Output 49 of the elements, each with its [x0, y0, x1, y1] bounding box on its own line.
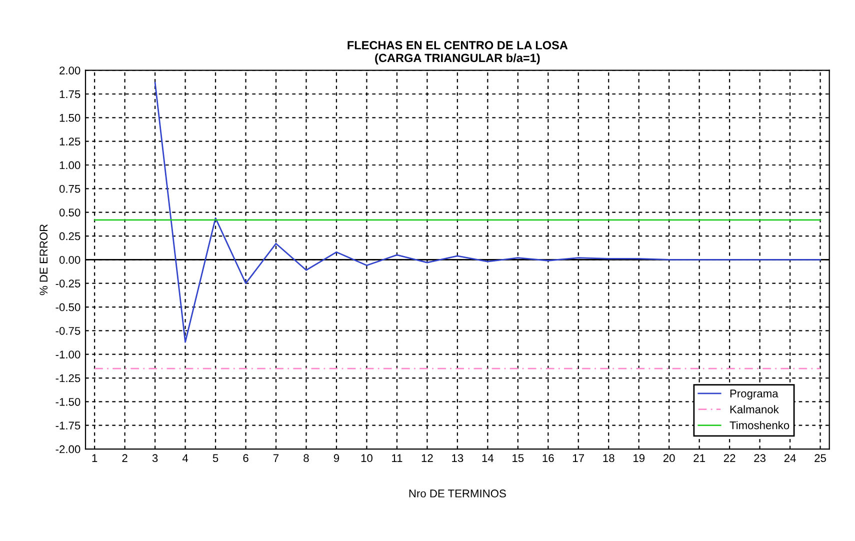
- y-tick-label: 1.50: [60, 114, 80, 122]
- x-tick-label: 22: [724, 454, 736, 462]
- x-tick-label: 10: [361, 454, 372, 462]
- x-tick-label: 13: [452, 454, 464, 462]
- x-tick-label: 24: [784, 454, 796, 462]
- x-tick-label: 8: [304, 454, 309, 462]
- x-tick-label: 16: [542, 454, 554, 462]
- y-tick-label: -1.00: [56, 350, 80, 358]
- x-tick-label: 17: [573, 454, 584, 462]
- y-tick-label: -1.50: [56, 398, 80, 406]
- chart-title: FLECHAS EN EL CENTRO DE LA LOSA (CARGA TRIANGULAR b/a=1): [348, 41, 568, 64]
- y-tick-label: 0.00: [59, 256, 80, 264]
- x-tick-label: 20: [663, 454, 675, 462]
- x-tick-label: 6: [243, 454, 248, 462]
- y-tick-label: -2.00: [56, 445, 80, 454]
- legend-label: Timoshenko: [730, 421, 790, 430]
- line-series: [154, 82, 821, 343]
- x-tick-label: 11: [392, 454, 402, 462]
- x-tick-label: 23: [754, 454, 766, 462]
- x-tick-label: 19: [634, 454, 645, 462]
- y-tick-label: -1.25: [56, 374, 80, 382]
- x-tick-label: 25: [814, 454, 826, 462]
- y-tick-label: -1.75: [56, 422, 80, 430]
- y-tick-label: 0.25: [59, 232, 80, 240]
- x-tick-label: 7: [273, 454, 279, 462]
- x-tick-label: 12: [422, 454, 433, 462]
- legend-label: Kalmanok: [730, 405, 779, 414]
- x-tick-label: 18: [603, 454, 614, 462]
- y-tick-label: 0.50: [59, 208, 80, 216]
- y-tick-label: 1.75: [60, 90, 80, 98]
- x-tick-label: 4: [182, 454, 188, 462]
- legend-label: Programa: [730, 390, 778, 400]
- y-tick-label: 1.25: [60, 138, 80, 146]
- x-axis-title: Nro DE TERMINOS: [409, 490, 506, 498]
- x-tick-label: 3: [152, 454, 158, 462]
- x-tick-label: 21: [694, 454, 705, 462]
- x-tick-label: 2: [122, 454, 128, 462]
- x-tick-label: 1: [92, 454, 98, 462]
- y-tick-label: -0.75: [56, 326, 80, 335]
- y-axis-title: % DE ERROR: [40, 224, 48, 296]
- y-tick-label: 0.75: [59, 184, 80, 193]
- x-tick-label: 15: [512, 454, 524, 462]
- y-tick-label: 1.00: [60, 161, 80, 170]
- y-tick-label: 2.00: [60, 66, 80, 74]
- x-tick-label: 5: [212, 454, 218, 462]
- x-tick-label: 9: [334, 454, 340, 462]
- y-tick-label: -0.50: [56, 303, 80, 312]
- y-tick-label: -0.25: [56, 280, 80, 288]
- x-tick-label: 14: [482, 454, 494, 462]
